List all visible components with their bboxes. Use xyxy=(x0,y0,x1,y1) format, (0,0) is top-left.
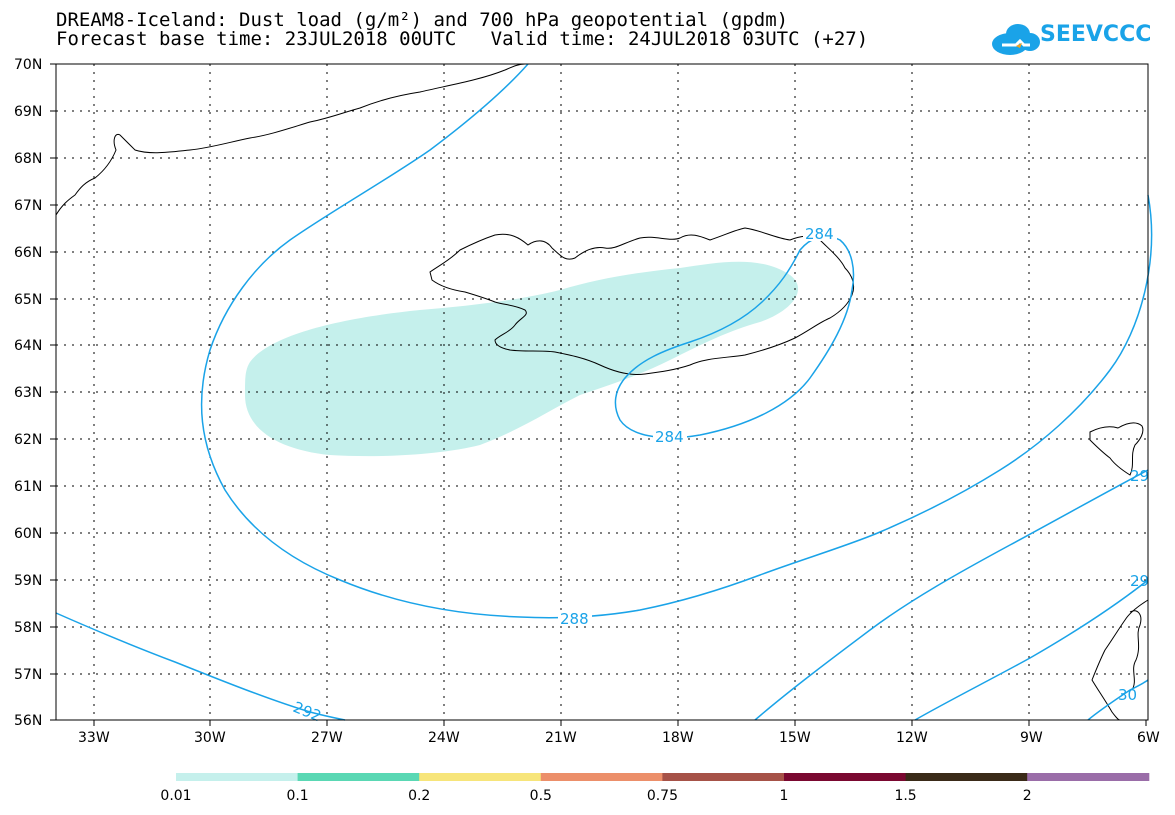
graticule xyxy=(56,64,1148,720)
contour-288 xyxy=(200,63,1153,619)
longitude-labels: 33W 30W 27W 24W 21W 18W 15W 12W 9W 6W xyxy=(78,730,1160,746)
lon-label: 21W xyxy=(545,730,577,746)
contour-label-284-north: 284 xyxy=(805,225,834,243)
colorbar-label: 0.5 xyxy=(530,788,552,804)
colorbar-label: 0.75 xyxy=(647,788,678,804)
greenland-coast xyxy=(55,63,526,216)
lon-label: 18W xyxy=(662,730,694,746)
map-title: DREAM8-Iceland: Dust load (g/m²) and 700… xyxy=(56,9,789,31)
contour-292 xyxy=(55,612,346,721)
lat-label: 63N xyxy=(14,385,42,401)
contour-300 xyxy=(1087,679,1149,721)
lat-label: 65N xyxy=(14,292,42,308)
colorbar-label: 1 xyxy=(780,788,789,804)
colorbar-swatch xyxy=(905,773,1028,781)
lon-label: 27W xyxy=(311,730,343,746)
lat-label: 57N xyxy=(14,667,42,683)
lat-label: 68N xyxy=(14,151,42,167)
contour-296b xyxy=(914,579,1149,721)
colorbar-swatch xyxy=(662,773,785,781)
colorbar-label: 0.1 xyxy=(286,788,308,804)
contour-label-300: 30 xyxy=(1118,686,1137,704)
logo-text: SEEVCCC xyxy=(1040,22,1152,47)
contour-296a xyxy=(754,469,1149,721)
lat-label: 66N xyxy=(14,245,42,261)
lon-label: 9W xyxy=(1020,730,1043,746)
latitude-labels: 70N 69N 68N 67N 66N 65N 64N 63N 62N 61N … xyxy=(14,57,42,729)
lat-label: 58N xyxy=(14,620,42,636)
colorbar: 0.01 0.1 0.2 0.5 0.75 1 1.5 2 xyxy=(160,773,1150,804)
lat-label: 60N xyxy=(14,526,42,542)
colorbar-swatch xyxy=(784,773,907,781)
lon-label: 12W xyxy=(896,730,928,746)
scotland-coast xyxy=(1091,599,1149,721)
contour-label-284-south: 284 xyxy=(655,428,684,446)
lat-label: 59N xyxy=(14,573,42,589)
lat-label: 67N xyxy=(14,198,42,214)
colorbar-label: 2 xyxy=(1023,788,1032,804)
colorbar-swatch xyxy=(1027,773,1150,781)
colorbar-swatch xyxy=(297,773,420,781)
colorbar-label: 0.2 xyxy=(408,788,430,804)
lat-label: 62N xyxy=(14,432,42,448)
lon-label: 24W xyxy=(428,730,460,746)
lat-label: 70N xyxy=(14,57,42,73)
lon-label: 33W xyxy=(78,730,110,746)
lat-label: 61N xyxy=(14,479,42,495)
contour-labels: 284 284 288 292 29 29 30 xyxy=(291,225,1149,725)
colorbar-label: 1.5 xyxy=(894,788,916,804)
lat-label: 69N xyxy=(14,104,42,120)
coastlines xyxy=(55,63,1149,721)
seevccc-logo xyxy=(992,24,1040,55)
forecast-time-line: Forecast base time: 23JUL2018 00UTC Vali… xyxy=(56,28,869,50)
contour-label-288: 288 xyxy=(560,610,589,628)
contour-label-296b: 29 xyxy=(1130,572,1149,590)
faroe-coast xyxy=(1089,422,1144,476)
colorbar-swatch xyxy=(419,773,542,781)
contour-label-296a: 29 xyxy=(1130,467,1149,485)
lon-label: 15W xyxy=(779,730,811,746)
colorbar-swatch xyxy=(540,773,663,781)
tick-marks xyxy=(50,63,1147,726)
lon-label: 6W xyxy=(1137,730,1160,746)
cloud-icon xyxy=(992,24,1040,55)
iceland-coast xyxy=(429,227,855,375)
lon-label: 30W xyxy=(194,730,226,746)
lat-label: 64N xyxy=(14,338,42,354)
colorbar-label: 0.01 xyxy=(160,788,191,804)
lat-label: 56N xyxy=(14,713,42,729)
dust-area xyxy=(245,261,799,457)
colorbar-swatch xyxy=(176,773,299,781)
